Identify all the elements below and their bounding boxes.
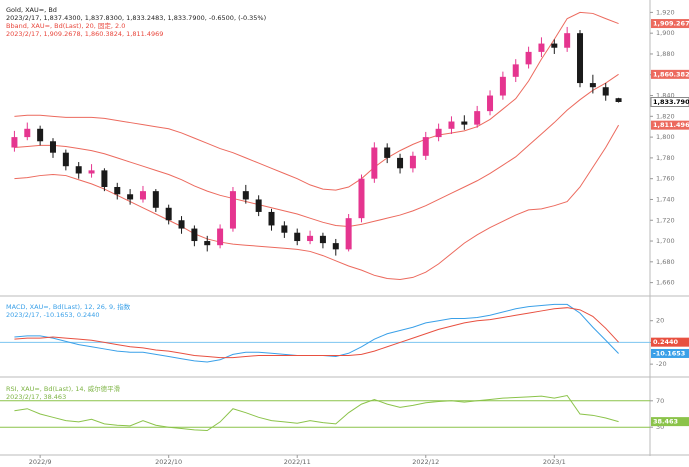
last-value-box	[650, 96, 689, 107]
candle-body	[165, 207, 172, 221]
last-value-label: 38.463	[653, 418, 678, 426]
candle-body	[307, 235, 314, 242]
candle-body	[577, 33, 584, 84]
last-value-label: -10.1653	[653, 349, 685, 357]
candle-body	[358, 178, 365, 219]
candle-body	[229, 191, 236, 229]
candle-body	[422, 137, 429, 156]
legend-line: 2023/2/17, 1,909.2678, 1,860.3824, 1,811…	[6, 30, 163, 38]
series-line	[14, 307, 619, 359]
y-tick-label: 20	[656, 317, 664, 325]
candle-body	[564, 33, 571, 48]
candle-body	[294, 232, 301, 242]
candle-body	[255, 199, 262, 212]
candle-body	[409, 155, 416, 169]
y-tick-label: 70	[656, 397, 664, 405]
y-tick-label: 1,700	[656, 237, 675, 245]
last-value-label: 1,833.7900	[653, 98, 689, 106]
y-tick-label: 1,880	[656, 50, 675, 58]
y-tick-label: 1,780	[656, 154, 675, 162]
candle-body	[615, 98, 622, 102]
y-tick-label: 1,800	[656, 133, 675, 141]
y-tick-label: 1,820	[656, 112, 675, 120]
candle-body	[448, 121, 455, 129]
y-tick-label: 1,740	[656, 195, 675, 203]
series-line	[14, 11, 619, 191]
candle-body	[435, 128, 442, 138]
x-tick-label: 2022/9	[29, 458, 52, 466]
x-tick-label: 2022/11	[284, 458, 311, 466]
candle-body	[332, 243, 339, 250]
candle-body	[24, 128, 31, 138]
last-value-label: 1,909.2678	[653, 20, 689, 28]
last-value-box	[651, 19, 689, 29]
candle-body	[88, 170, 95, 174]
last-value-box	[651, 120, 689, 130]
candle-body	[384, 147, 391, 158]
candle-body	[512, 64, 519, 77]
y-tick-label: 1,680	[656, 258, 675, 266]
y-tick-label: 1,900	[656, 29, 675, 37]
legend-line: 2023/2/17, 38.463	[6, 393, 66, 401]
y-tick-label: 1,920	[656, 8, 675, 16]
last-value-label: 0.2440	[653, 338, 679, 346]
legend-line: Bband, XAU=, Bd(Last), 20, 固定, 2.0	[6, 21, 125, 30]
last-value-box	[651, 337, 689, 347]
candle-body	[178, 220, 185, 229]
last-value-box	[651, 69, 689, 79]
candle-body	[139, 191, 146, 200]
candle-body	[191, 228, 198, 242]
y-tick-label: 1,720	[656, 216, 675, 224]
y-tick-label: 1,760	[656, 175, 675, 183]
legend-line: MACD, XAU=, Bd(Last), 12, 26, 9, 指数	[6, 302, 131, 311]
candle-body	[11, 137, 18, 148]
candle-body	[371, 147, 378, 179]
candle-body	[551, 43, 558, 48]
candle-body	[461, 121, 468, 125]
legend-line: 2023/2/17, 1,837.4300, 1,837.8300, 1,833…	[6, 14, 266, 22]
y-tick-label: -20	[656, 360, 667, 368]
candle-body	[75, 166, 82, 174]
y-tick-label: 30	[656, 423, 664, 431]
y-tick-label: 1,660	[656, 279, 675, 287]
candle-body	[487, 95, 494, 112]
candle-body	[217, 228, 224, 246]
candle-body	[397, 157, 404, 169]
candle-body	[204, 241, 211, 246]
candle-body	[127, 194, 134, 200]
candle-body	[602, 87, 609, 96]
last-value-label: 1,811.4969	[653, 121, 689, 129]
x-tick-label: 2022/12	[412, 458, 439, 466]
candle-body	[525, 51, 532, 65]
candle-body	[49, 141, 56, 153]
candle-body	[538, 43, 545, 52]
last-value-box	[651, 417, 689, 427]
candle-body	[37, 128, 44, 142]
candle-body	[268, 211, 275, 226]
candle-body	[474, 111, 481, 125]
last-value-label: 1,860.3824	[653, 70, 689, 78]
series-line	[14, 124, 620, 280]
candle-body	[281, 225, 288, 233]
candle-body	[62, 152, 69, 167]
candle-body	[589, 83, 596, 88]
candle-body	[242, 191, 249, 200]
candle-body	[152, 191, 159, 208]
series-line	[14, 394, 619, 432]
series-line	[14, 73, 619, 227]
candle-body	[101, 170, 108, 187]
legend-line: RSI, XAU=, Bd(Last), 14, 威尔德平滑	[6, 384, 121, 393]
y-tick-label: 1,840	[656, 92, 675, 100]
x-tick-label: 2023/1	[543, 458, 566, 466]
last-value-box	[651, 348, 689, 358]
candle-body	[499, 76, 506, 96]
candle-body	[114, 186, 121, 195]
candle-body	[319, 235, 326, 244]
x-tick-label: 2022/10	[155, 458, 182, 466]
legend-line: 2023/2/17, -10.1653, 0.2440	[6, 311, 100, 319]
candle-body	[345, 218, 352, 250]
legend-line: Gold, XAU=, Bd	[6, 6, 57, 14]
